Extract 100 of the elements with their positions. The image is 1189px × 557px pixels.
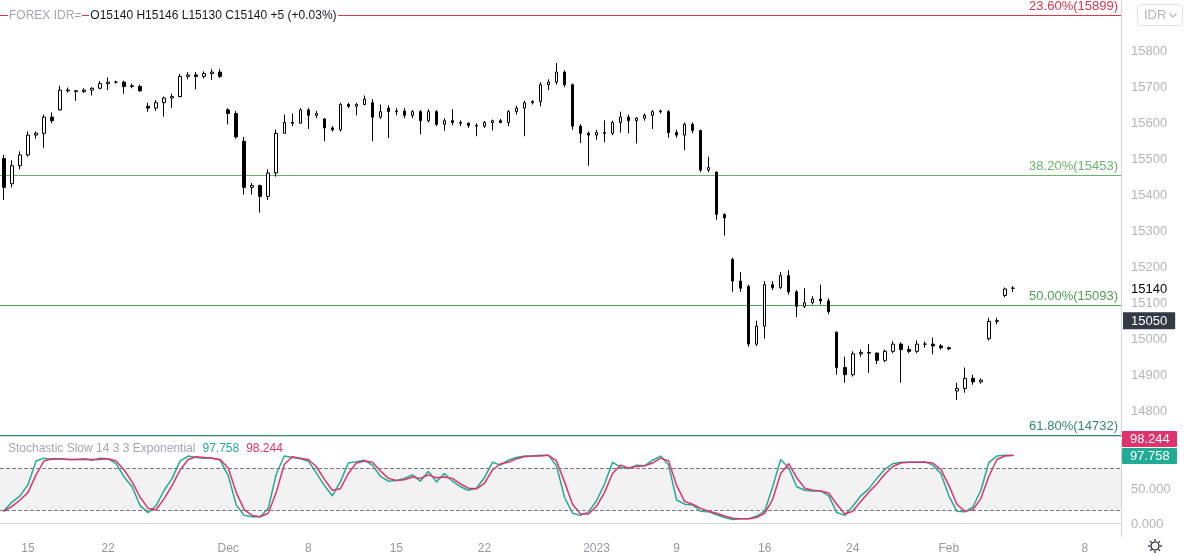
y-tick-label: 15100 — [1131, 295, 1168, 311]
candlestick — [82, 87, 86, 94]
candlestick — [955, 382, 959, 401]
candlestick — [1003, 287, 1007, 298]
candlestick — [587, 131, 590, 167]
x-tick-label: 22 — [477, 541, 492, 555]
candlestick — [435, 109, 438, 127]
candlestick — [979, 377, 983, 385]
candlestick — [859, 349, 863, 358]
y-tick-label: 15200 — [1131, 259, 1168, 275]
candlestick — [307, 107, 310, 130]
candlestick — [675, 129, 678, 139]
candlestick — [266, 168, 270, 201]
candlestick — [971, 374, 975, 386]
candlestick — [635, 116, 638, 144]
text: FOREX IDR= — [8, 8, 83, 22]
y-tick-label: 15400 — [1131, 187, 1168, 203]
candlestick — [443, 117, 446, 132]
candlestick — [379, 104, 382, 120]
candlestick — [507, 109, 510, 127]
candlestick — [323, 117, 326, 142]
candlestick — [963, 367, 967, 394]
candlestick — [483, 120, 486, 129]
ref-line-label: 50.00%(15093) — [1029, 288, 1118, 304]
candlestick — [419, 109, 422, 135]
candlestick — [34, 131, 38, 140]
candlestick — [90, 86, 94, 96]
candlestick — [122, 80, 126, 95]
candlestick — [843, 356, 847, 384]
candlestick — [42, 114, 46, 149]
candlestick — [795, 289, 798, 318]
candlestick — [947, 346, 951, 351]
candlestick — [643, 113, 646, 122]
x-tick-label: 22 — [101, 541, 116, 555]
candlestick — [779, 271, 782, 290]
candlestick — [755, 320, 758, 347]
candlestick — [555, 62, 558, 86]
x-tick-label: 15 — [21, 541, 36, 555]
candlestick — [387, 104, 390, 139]
candlestick — [218, 68, 222, 79]
candlestick — [835, 331, 838, 376]
x-tick-label: 8 — [1081, 541, 1089, 555]
candlestick — [739, 271, 742, 293]
dropdown-button: IDR — [1137, 4, 1184, 26]
candlestick — [2, 154, 6, 201]
candlestick — [186, 71, 190, 80]
candlestick — [146, 102, 150, 113]
y-tick-label: 15050 — [1131, 313, 1168, 329]
y-tick-label: 15600 — [1131, 115, 1168, 131]
candlestick — [242, 136, 246, 196]
text: 97.758 — [1130, 447, 1170, 463]
candlestick — [178, 73, 182, 98]
y-tick-label: 15700 — [1131, 78, 1168, 94]
candlestick — [18, 150, 22, 170]
candlestick — [274, 129, 278, 178]
candlestick — [26, 131, 30, 158]
candlestick — [619, 111, 622, 134]
candlestick — [659, 109, 662, 114]
x-tick-label: 8 — [304, 541, 312, 555]
candlestick — [499, 118, 502, 124]
candlestick — [523, 100, 526, 137]
y-axis-title: IDR — [1144, 6, 1167, 24]
candlestick — [106, 76, 110, 91]
candlestick — [867, 343, 871, 374]
chart-title: Stochastic Slow 14 3 3 Exponential — [8, 441, 196, 455]
candlestick — [491, 119, 494, 131]
candlestick — [683, 122, 686, 151]
candlestick — [987, 317, 991, 342]
candlestick — [627, 114, 630, 134]
candlestick — [995, 317, 999, 325]
candlestick — [331, 125, 334, 133]
candlestick — [691, 122, 694, 134]
x-tick-label: 9 — [673, 541, 681, 555]
candlestick — [66, 87, 70, 94]
text: O15140 H15146 L15130 C15140 +5 (+0.03%) — [89, 8, 338, 22]
candlestick — [707, 156, 710, 173]
candlestick — [226, 107, 230, 125]
y-tick-label: 14900 — [1131, 367, 1168, 383]
candlestick — [411, 109, 414, 119]
candlestick — [651, 109, 654, 130]
candlestick — [915, 340, 919, 354]
y-tick-label: 0.000 — [1131, 516, 1164, 532]
candlestick — [347, 102, 350, 109]
candlestick — [883, 349, 887, 363]
candlestick — [451, 108, 454, 126]
candlestick — [579, 123, 582, 144]
candlestick — [162, 96, 166, 118]
candlestick — [395, 107, 398, 116]
candlestick — [851, 350, 855, 378]
candlestick — [531, 99, 534, 105]
candlestick — [715, 170, 718, 221]
y-tick-label: 15800 — [1131, 42, 1168, 58]
ref-line-label: 38.20%(15453) — [1029, 158, 1118, 174]
candlestick — [202, 70, 206, 80]
candlestick — [539, 81, 542, 107]
candlestick — [339, 102, 342, 133]
candlestick — [547, 78, 550, 91]
x-tick-label: 24 — [846, 541, 860, 555]
candlestick — [258, 183, 262, 214]
candlestick — [427, 108, 430, 124]
